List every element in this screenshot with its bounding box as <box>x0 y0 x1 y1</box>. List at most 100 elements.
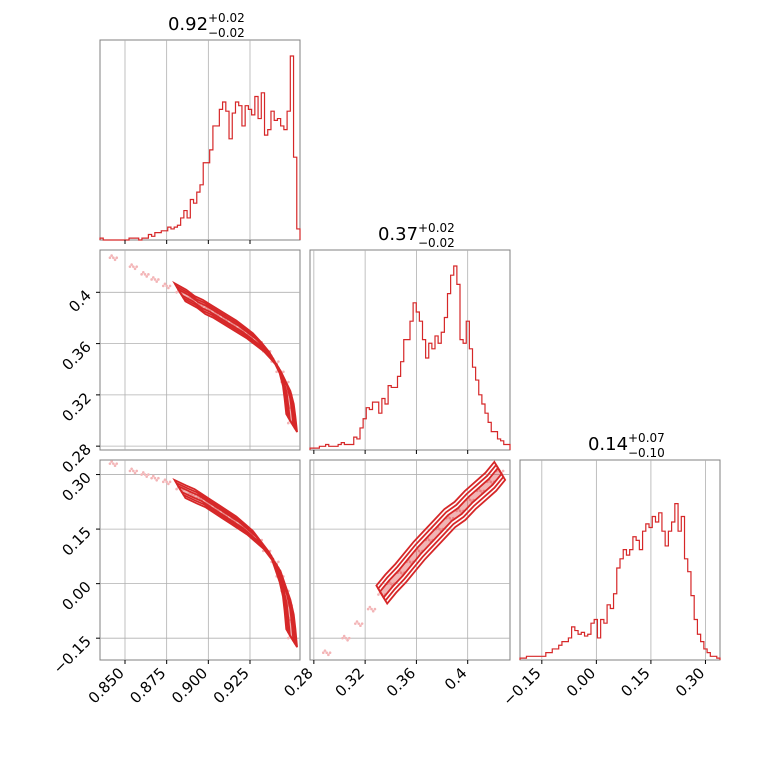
scatter-point <box>371 609 375 613</box>
scatter-point <box>417 549 421 553</box>
y-tick-label: 0.00 <box>58 578 94 614</box>
scatter-point <box>165 284 168 288</box>
scatter-point <box>135 469 139 473</box>
panel-frame <box>519 459 721 661</box>
scatter-point <box>341 636 344 640</box>
scatter-point <box>145 475 148 478</box>
scatter-point <box>175 291 178 294</box>
scatter-point <box>132 469 135 473</box>
scatter-point <box>143 273 147 276</box>
scatter-point <box>152 474 155 478</box>
scatter-point <box>354 622 357 625</box>
scatter-point <box>163 282 167 286</box>
scatter-point <box>479 489 482 493</box>
scatter-point <box>150 476 153 480</box>
contour-line <box>172 280 298 433</box>
scatter-point <box>167 286 170 290</box>
scatter-point <box>366 607 370 611</box>
scatter-point <box>355 620 359 623</box>
scatter-point <box>142 270 145 274</box>
x-tick-label: 0.30 <box>672 664 708 700</box>
scatter-point <box>168 284 172 288</box>
scatter-point <box>143 473 147 476</box>
y-tick-label: −0.15 <box>50 632 95 677</box>
histogram-panel-x: 0.92 +0.02−0.02 <box>99 11 301 244</box>
x-tick-label: −0.15 <box>499 664 544 709</box>
scatter-point <box>359 624 362 628</box>
scatter-point <box>277 360 280 363</box>
y-tick-label: 0.4 <box>65 286 95 316</box>
x-tick-label: 0.900 <box>168 664 211 707</box>
scatter-point <box>190 493 193 496</box>
scatter-point <box>108 256 112 259</box>
histogram-step <box>519 503 721 660</box>
scatter-point <box>458 509 462 513</box>
scatter-point <box>325 651 328 655</box>
scatter-point <box>153 278 157 281</box>
x-tick-label: 0.28 <box>280 664 316 700</box>
scatter-panel-y-z: 0.28 0.32 0.36 0.4 <box>280 459 511 700</box>
panel-frame <box>99 459 301 661</box>
scatter-point <box>163 478 167 482</box>
scatter-point <box>115 462 119 465</box>
histogram-panel-y: 0.37 +0.02−0.02 <box>309 221 511 454</box>
panel-title: 0.37 <box>378 224 418 245</box>
scatter-point <box>135 265 139 268</box>
scatter-point <box>133 471 137 475</box>
scatter-point <box>328 651 332 655</box>
scatter-point <box>360 622 364 625</box>
panel-frame <box>309 249 511 451</box>
scatter-point <box>147 473 150 476</box>
contour-line <box>375 460 507 606</box>
scatter-point <box>128 469 132 473</box>
x-tick-label: 0.00 <box>563 664 599 700</box>
scatter-point <box>167 482 170 486</box>
scatter-point <box>152 276 155 279</box>
scatter-point <box>373 607 377 611</box>
scatter-point <box>357 622 361 625</box>
y-tick-label: 0.15 <box>58 523 94 559</box>
x-tick-label: 0.875 <box>126 664 169 707</box>
scatter-point <box>108 462 112 465</box>
scatter-point <box>277 560 280 564</box>
scatter-point <box>368 605 372 609</box>
scatter-point <box>286 636 290 640</box>
x-tick-label: 0.32 <box>332 664 368 700</box>
scatter-point <box>282 370 285 374</box>
scatter-point <box>501 469 505 473</box>
scatter-point <box>427 538 431 542</box>
scatter-point <box>133 267 137 271</box>
scatter-point <box>110 460 113 463</box>
title-plus: +0.02 <box>418 221 455 235</box>
title-minus: −0.02 <box>418 236 455 250</box>
scatter-point <box>344 636 348 640</box>
y-tick-label: 0.32 <box>58 389 94 425</box>
scatter-point <box>408 560 412 564</box>
scatter-point <box>161 284 165 288</box>
scatter-point <box>323 649 327 652</box>
scatter-point <box>165 480 168 484</box>
x-tick-label: 0.36 <box>383 664 419 700</box>
scatter-point <box>168 480 172 484</box>
title-plus: +0.02 <box>208 11 245 25</box>
scatter-point <box>489 480 493 484</box>
scatter-point <box>155 478 158 482</box>
panel-frame <box>309 459 511 661</box>
scatter-point <box>110 254 113 257</box>
scatter-point <box>142 471 145 474</box>
x-tick-label: 0.850 <box>85 664 128 707</box>
scatter-point <box>389 582 393 585</box>
scatter-point <box>370 607 373 611</box>
scatter-point <box>145 275 148 278</box>
scatter-point <box>175 487 178 491</box>
scatter-point <box>347 636 351 640</box>
scatter-point <box>346 638 349 642</box>
title-minus: −0.10 <box>628 446 665 460</box>
histogram-panel-z: 0.14 +0.07−0.10 −0.15 0.00 0.15 0.30 <box>499 431 721 709</box>
histogram-step <box>309 265 511 450</box>
panel-title: 0.92 <box>168 14 208 35</box>
y-tick-label: 0.28 <box>58 440 94 476</box>
scatter-point <box>399 571 403 575</box>
